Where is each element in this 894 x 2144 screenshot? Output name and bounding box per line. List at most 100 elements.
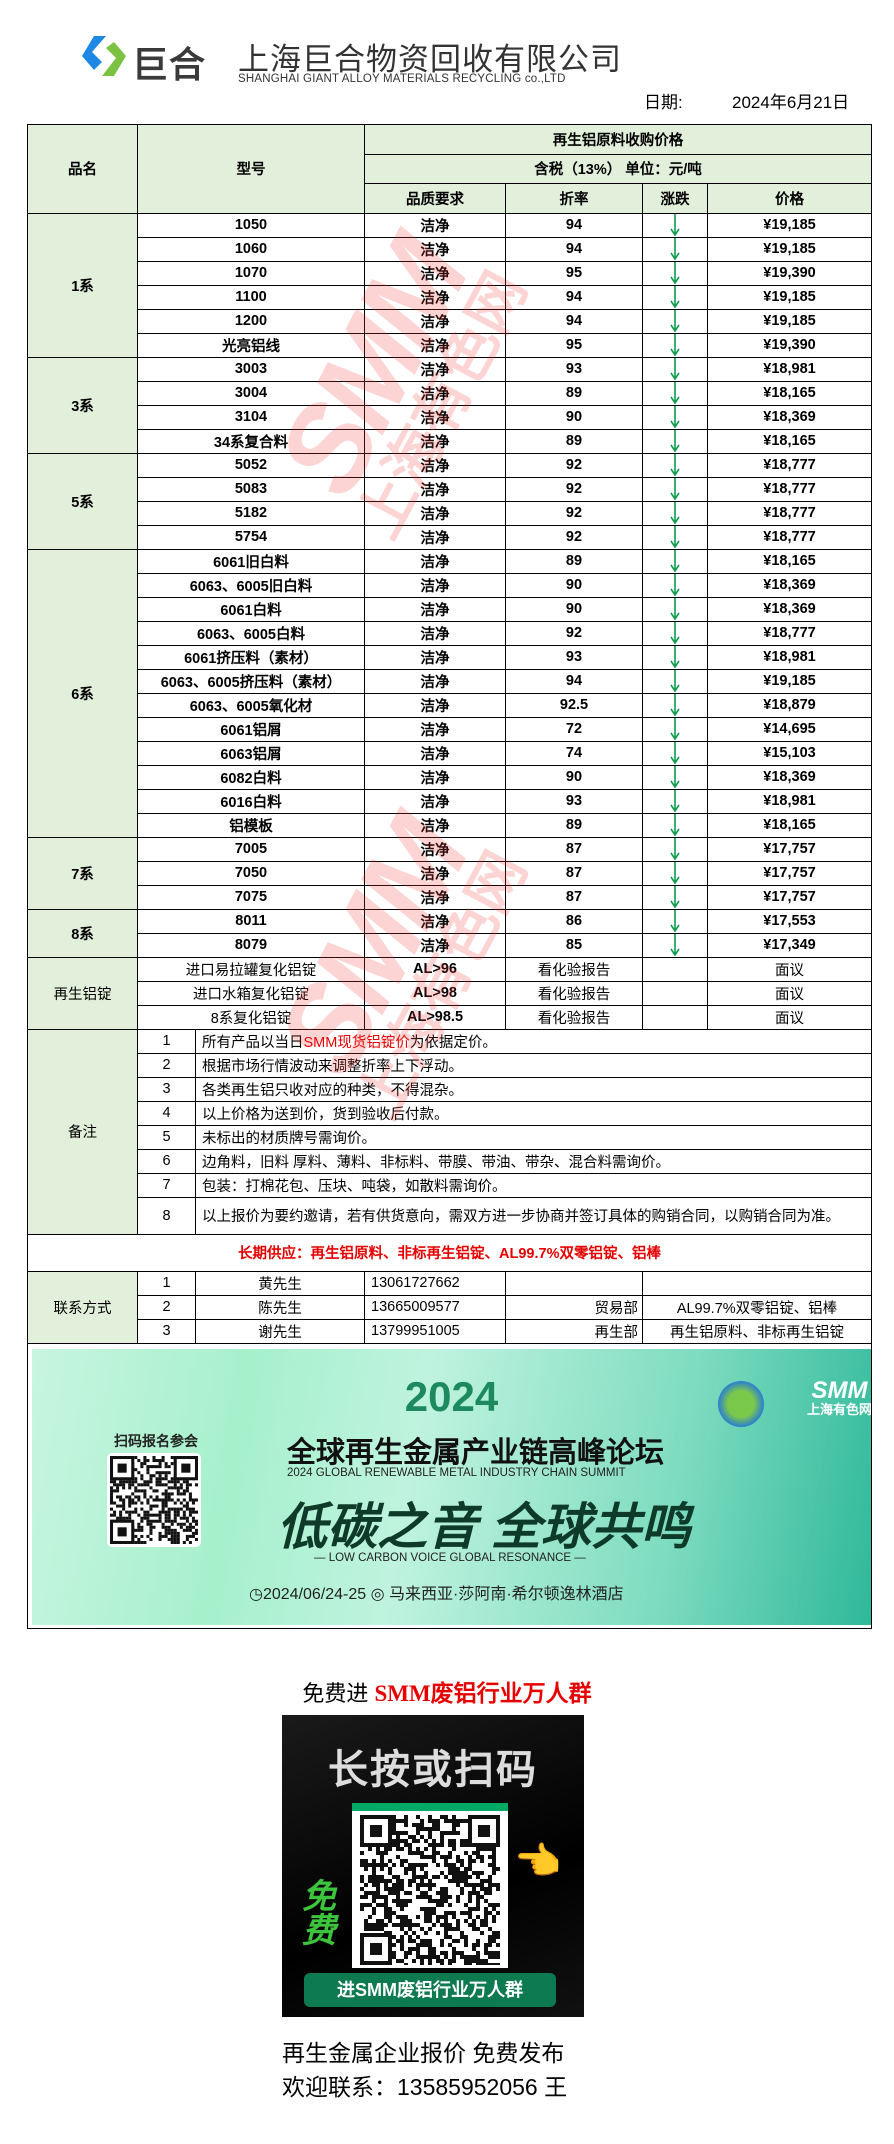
price-cell: ¥18,165 <box>707 812 872 838</box>
change-cell <box>642 860 708 886</box>
table-row: 光亮铝线 洁净 95 ¥19,390 <box>28 332 872 358</box>
quality-cell: 洁净 <box>364 716 506 742</box>
table-row: 3系 3003 洁净 93 ¥18,981 <box>27 356 872 454</box>
remark-row: 6 边角料，旧料 厚料、薄料、非标料、带膜、带油、带杂、混合料需询价。 <box>28 1148 872 1174</box>
table-row: 6063、6005旧白料 洁净 90 ¥18,369 <box>28 572 872 598</box>
model-cell: 进口水箱复化铝锭 <box>137 980 365 1006</box>
quality-cell: 洁净 <box>364 932 506 958</box>
table-row: 6063、6005白料 洁净 92 ¥18,777 <box>28 620 872 646</box>
arrow-down-icon <box>670 382 680 404</box>
date-label: 日期: <box>644 93 683 112</box>
model-cell: 6063铝屑 <box>137 740 365 766</box>
rate-cell: 86 <box>505 908 643 934</box>
table-row: 1060 洁净 94 ¥19,185 <box>28 236 872 262</box>
price-cell: ¥17,349 <box>707 932 872 958</box>
register-qr-code[interactable] <box>107 1452 201 1547</box>
contact-products: AL99.7%双零铝锭、铝棒 <box>642 1294 872 1320</box>
remark-row: 备注 1 所有产品以当日SMM现货铝锭价为依据定价。 <box>27 1028 872 1235</box>
change-cell <box>642 260 708 286</box>
rate-cell: 94 <box>505 212 643 238</box>
pointing-hand-icon: 👈 <box>514 1841 562 1883</box>
model-cell: 1050 <box>137 212 365 238</box>
model-cell: 3004 <box>137 380 365 406</box>
table-row: 8系复化铝锭 AL>98.5 看化验报告 面议 <box>28 1004 872 1030</box>
quality-cell: 洁净 <box>364 380 506 406</box>
change-cell <box>642 980 708 1006</box>
header-title: 再生铝原料收购价格 <box>364 124 872 155</box>
summit-banner-cell: 2024 SMM 上海有色网 扫码报名参会 全球再生金属产业链高峰论坛 2024 … <box>27 1342 872 1629</box>
table-row: 1200 洁净 94 ¥19,185 <box>28 308 872 334</box>
remark-number: 6 <box>137 1148 196 1174</box>
table-row: 8079 洁净 85 ¥17,349 <box>28 932 872 958</box>
quality-cell: 洁净 <box>364 596 506 622</box>
arrow-down-icon <box>670 574 680 596</box>
rate-cell: 95 <box>505 332 643 358</box>
header-row: 品名 型号 再生铝原料收购价格 <box>27 124 872 214</box>
quality-cell: 洁净 <box>364 500 506 526</box>
quality-cell: 洁净 <box>364 764 506 790</box>
spec-cell: AL>96 <box>364 956 506 982</box>
free-label: 免费 <box>302 1878 336 1950</box>
category-cell: 6系 <box>27 548 138 838</box>
quality-cell: 洁净 <box>364 908 506 934</box>
arrow-down-icon <box>670 790 680 812</box>
banner-title-en: 2024 GLOBAL RENEWABLE METAL INDUSTRY CHA… <box>287 1466 626 1479</box>
change-cell <box>642 476 708 502</box>
group-qr-code[interactable] <box>352 1803 508 1968</box>
quality-cell: 洁净 <box>364 668 506 694</box>
join-group-poster[interactable]: 长按或扫码 免费 👈 进SMM废铝行业万人群 <box>282 1715 584 2017</box>
company-name-en: SHANGHAI GIANT ALLOY MATERIALS RECYCLING… <box>238 73 566 85</box>
supply-row: 长期供应：再生铝原料、非标再生铝锭、AL99.7%双零铝锭、铝棒 <box>27 1233 872 1272</box>
price-cell: ¥17,757 <box>707 884 872 910</box>
rate-cell: 90 <box>505 764 643 790</box>
quality-cell: 洁净 <box>364 788 506 814</box>
change-cell <box>642 908 708 934</box>
model-cell: 5083 <box>137 476 365 502</box>
price-cell: ¥18,369 <box>707 572 872 598</box>
summit-banner[interactable]: 2024 SMM 上海有色网 扫码报名参会 全球再生金属产业链高峰论坛 2024 … <box>32 1348 871 1625</box>
category-cell: 7系 <box>27 836 138 910</box>
contact-row: 2 陈先生 13665009577 贸易部 AL99.7%双零铝锭、铝棒 <box>28 1294 872 1320</box>
model-cell: 6063、6005氧化材 <box>137 692 365 718</box>
arrow-down-icon <box>670 214 680 236</box>
rate-cell: 93 <box>505 788 643 814</box>
arrow-down-icon <box>670 454 680 476</box>
table-row: 进口水箱复化铝锭 AL>98 看化验报告 面议 <box>28 980 872 1006</box>
change-cell <box>642 932 708 958</box>
table-row: 6063、6005氧化材 洁净 92.5 ¥18,879 <box>28 692 872 718</box>
model-cell: 6016白料 <box>137 788 365 814</box>
model-cell: 34系复合料 <box>137 428 365 454</box>
table-row: 3004 洁净 89 ¥18,165 <box>28 380 872 406</box>
quality-cell: 洁净 <box>364 332 506 358</box>
model-cell: 6061旧白料 <box>137 548 365 574</box>
spec-cell: AL>98 <box>364 980 506 1006</box>
rate-cell: 87 <box>505 884 643 910</box>
change-cell <box>642 668 708 694</box>
table-row: 8系 8011 洁净 86 ¥17,553 <box>27 908 872 958</box>
header-change: 涨跌 <box>642 183 708 214</box>
arrow-down-icon <box>670 598 680 620</box>
arrow-down-icon <box>670 502 680 524</box>
rate-cell: 92.5 <box>505 692 643 718</box>
table-row: 5083 洁净 92 ¥18,777 <box>28 476 872 502</box>
price-cell: ¥18,165 <box>707 548 872 574</box>
table-row: 6061挤压料（素材） 洁净 93 ¥18,981 <box>28 644 872 670</box>
model-cell: 7075 <box>137 884 365 910</box>
model-cell: 8079 <box>137 932 365 958</box>
price-cell: ¥19,185 <box>707 284 872 310</box>
contact-phone: 13799951005 <box>364 1318 506 1344</box>
header-quality: 品质要求 <box>364 183 506 214</box>
join-group-button[interactable]: 进SMM废铝行业万人群 <box>304 1973 556 2007</box>
contact-name: 黄先生 <box>195 1270 365 1296</box>
quality-cell: 洁净 <box>364 428 506 454</box>
change-cell <box>642 788 708 814</box>
arrow-down-icon <box>670 910 680 932</box>
table-row: 6082白料 洁净 90 ¥18,369 <box>28 764 872 790</box>
rate-cell: 87 <box>505 860 643 886</box>
price-cell: ¥19,185 <box>707 668 872 694</box>
arrow-down-icon <box>670 526 680 548</box>
price-cell: ¥18,981 <box>707 644 872 670</box>
model-cell: 5052 <box>137 452 365 478</box>
change-cell <box>642 452 708 478</box>
remark-row: 2 根据市场行情波动来调整折率上下浮动。 <box>28 1052 872 1078</box>
